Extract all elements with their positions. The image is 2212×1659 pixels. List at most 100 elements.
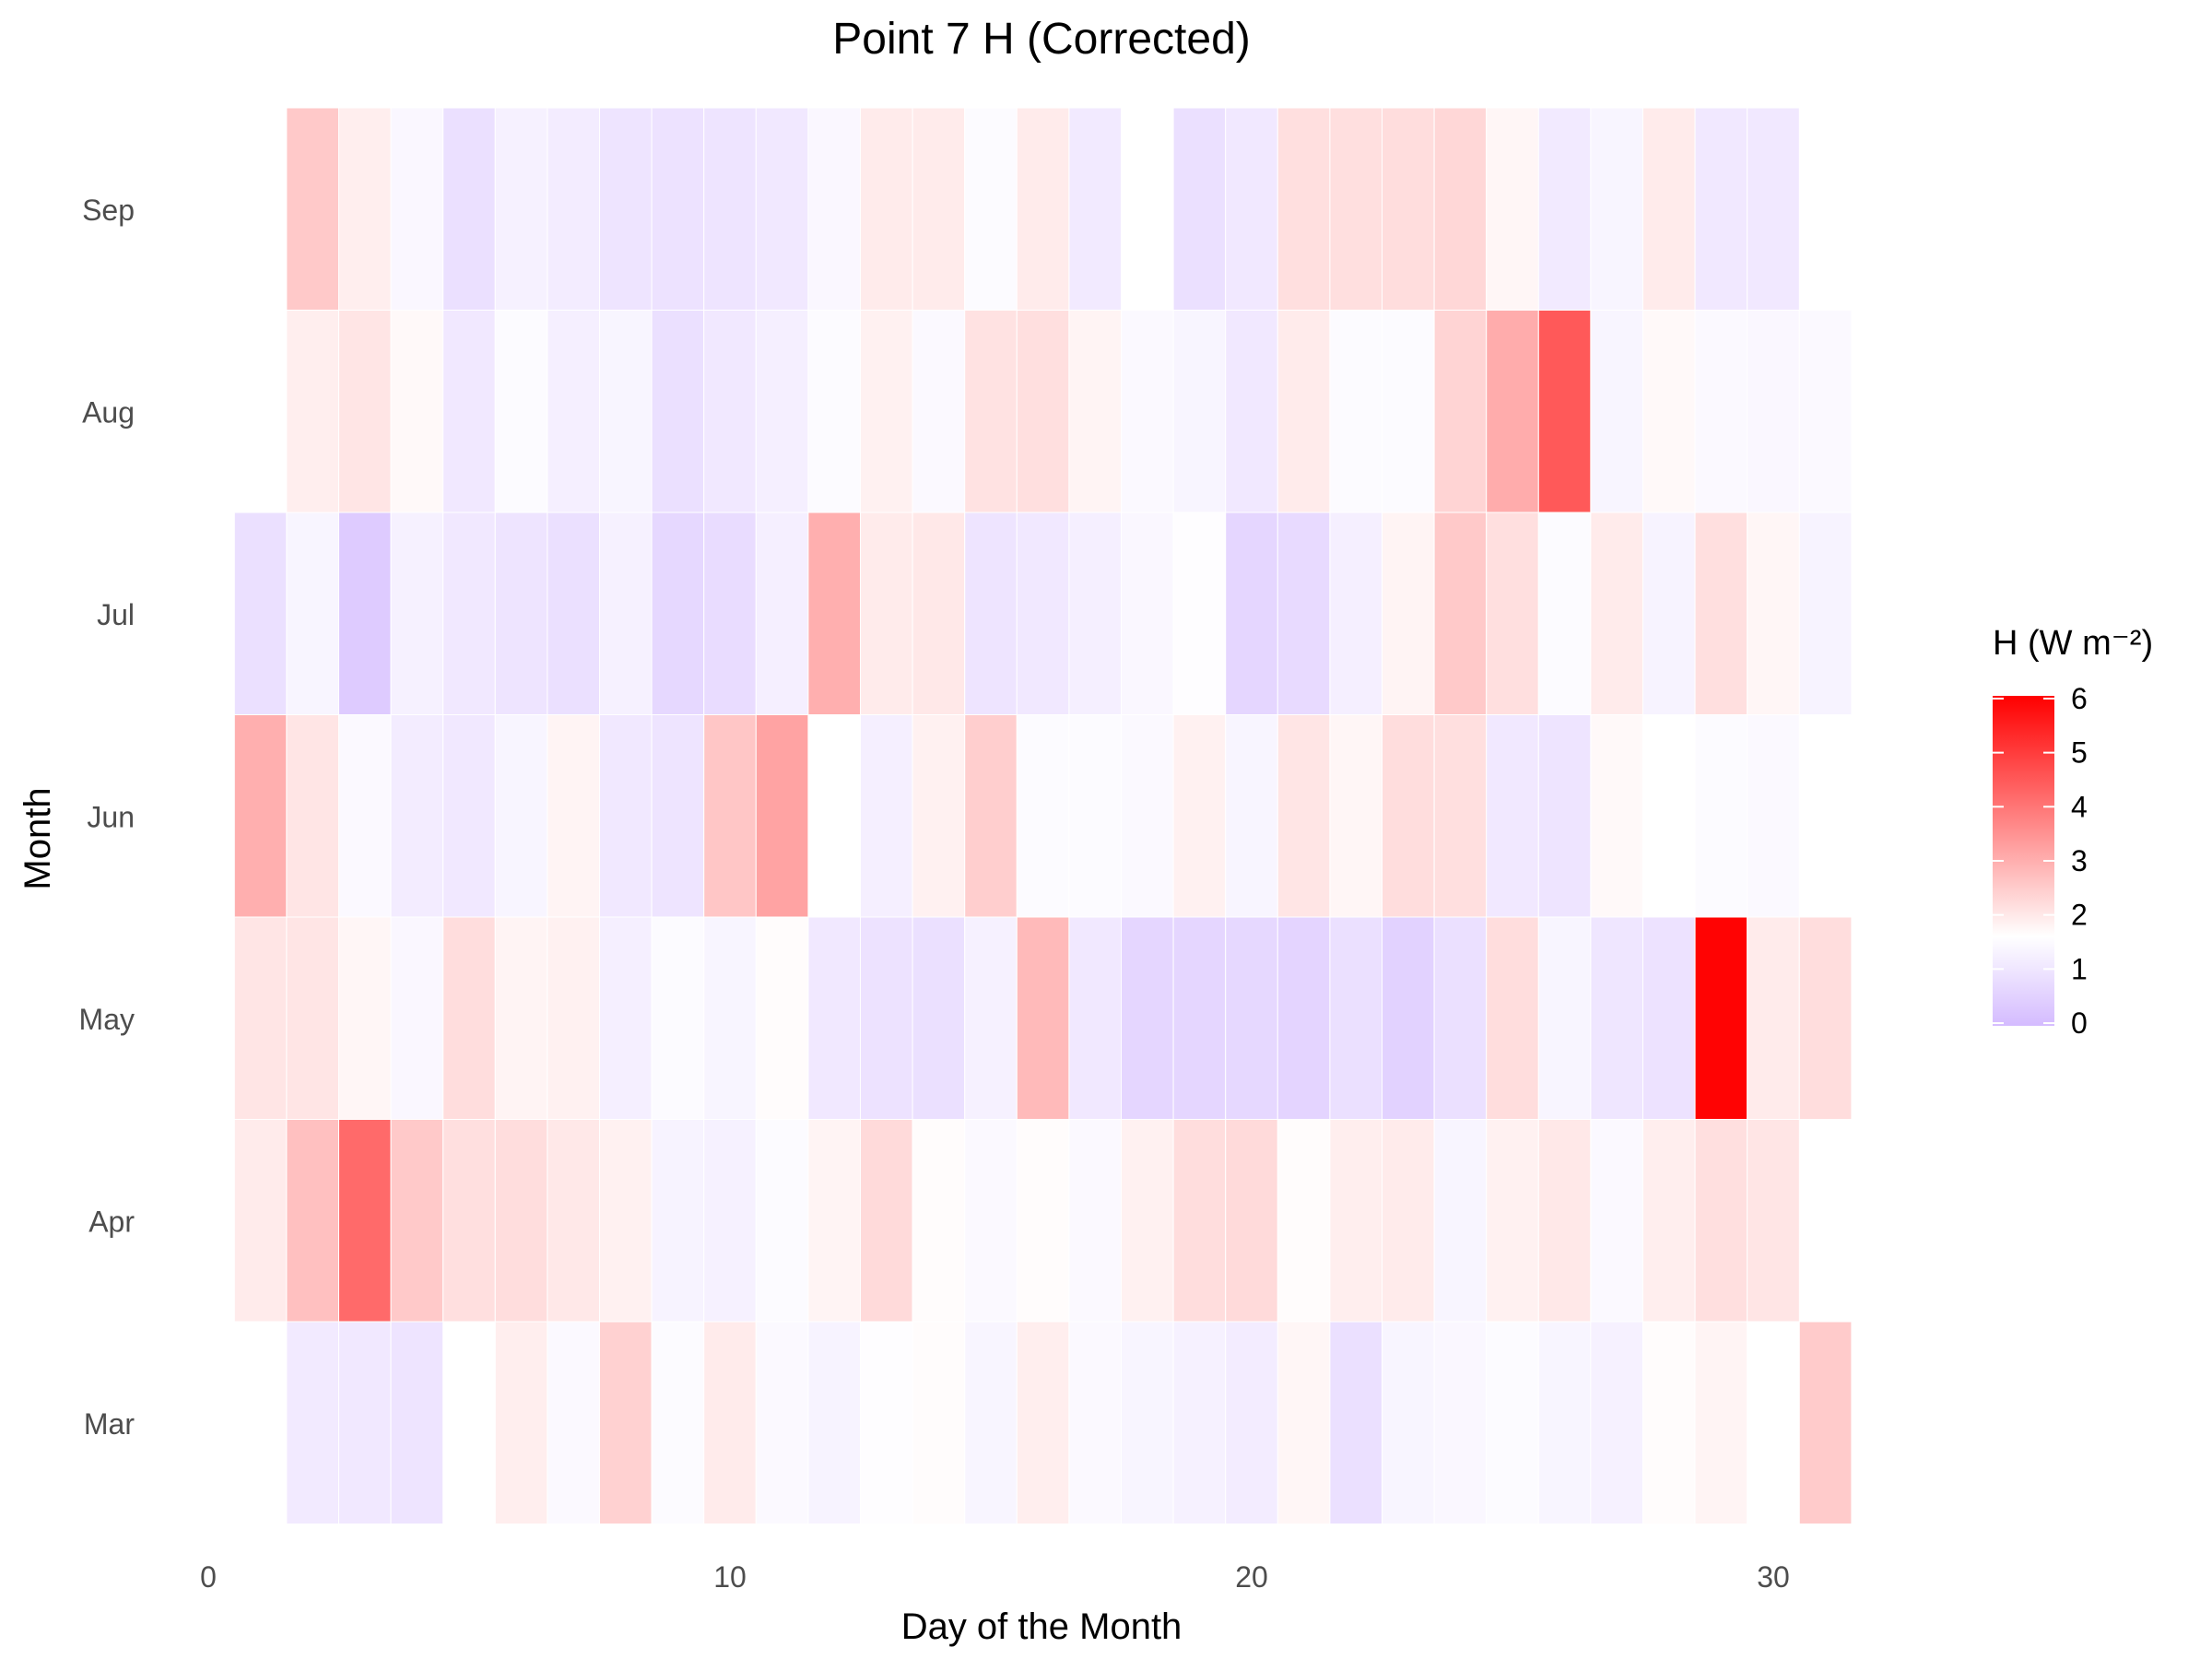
- heatmap-cell-apr-26: [1537, 1119, 1592, 1323]
- heatmap-cell-jun-21: [1277, 714, 1331, 918]
- heatmap-cell-apr-14: [912, 1119, 966, 1323]
- heatmap-cell-sep-7: [547, 107, 601, 311]
- y-tick-label: Jul: [97, 598, 135, 631]
- heatmap-cell-may-2: [286, 916, 339, 1120]
- heatmap-cell-may-24: [1433, 916, 1488, 1120]
- heatmap-cell-mar-16: [1016, 1321, 1070, 1524]
- heatmap-cell-aug-31: [1798, 310, 1853, 513]
- heatmap-cell-apr-10: [703, 1119, 757, 1323]
- heatmap-cell-jul-18: [1121, 512, 1174, 715]
- heatmap-cell-mar-9: [651, 1321, 705, 1524]
- heatmap-cell-mar-14: [912, 1321, 966, 1524]
- heatmap-cell-jun-10: [703, 714, 757, 918]
- heatmap-cell-may-31: [1798, 916, 1853, 1120]
- heatmap-cell-aug-18: [1121, 310, 1174, 513]
- heatmap-cell-mar-15: [964, 1321, 1018, 1524]
- x-tick-label: 0: [200, 1560, 217, 1594]
- y-axis-tick-labels: Mar Apr May Jun Jul Aug Sep: [79, 194, 135, 1441]
- legend-ticks: 0 1 2 3 4 5 6: [1993, 682, 2088, 1040]
- heatmap-cell-sep-9: [651, 107, 705, 311]
- y-axis-label: Month: [18, 787, 58, 889]
- heatmap-cell-sep-20: [1225, 107, 1278, 311]
- x-tick-label: 30: [1757, 1560, 1790, 1594]
- heatmap-cell-apr-20: [1225, 1119, 1278, 1323]
- x-tick-label: 10: [713, 1560, 747, 1594]
- heatmap-cell-aug-1: [233, 310, 288, 513]
- heatmap-cell-mar-28: [1642, 1321, 1696, 1524]
- heatmap-cell-apr-16: [1016, 1119, 1070, 1323]
- heatmap-cell-aug-22: [1329, 310, 1383, 513]
- heatmap-cell-jul-16: [1016, 512, 1070, 715]
- heatmap-cell-jul-12: [807, 512, 862, 715]
- heatmap-cell-aug-2: [286, 310, 339, 513]
- heatmap-cell-sep-6: [494, 107, 548, 311]
- x-axis-label: Day of the Month: [901, 1606, 1182, 1647]
- heatmap-cell-jun-9: [651, 714, 705, 918]
- heatmap-cell-jun-22: [1329, 714, 1383, 918]
- heatmap-cell-may-9: [651, 916, 705, 1120]
- heatmap-cell-jul-8: [599, 512, 653, 715]
- heatmap-cell-sep-26: [1537, 107, 1592, 311]
- heatmap-cell-jul-4: [390, 512, 444, 715]
- heatmap-cells: [233, 107, 1853, 1524]
- heatmap-cell-sep-5: [442, 107, 496, 311]
- heatmap-cell-apr-25: [1486, 1119, 1539, 1323]
- heatmap-cell-sep-8: [599, 107, 653, 311]
- heatmap-cell-jul-23: [1382, 512, 1435, 715]
- heatmap-cell-jul-20: [1225, 512, 1278, 715]
- heatmap-cell-mar-25: [1486, 1321, 1539, 1524]
- heatmap-cell-may-19: [1172, 916, 1227, 1120]
- heatmap-cell-jun-28: [1642, 714, 1696, 918]
- heatmap-cell-aug-24: [1433, 310, 1488, 513]
- heatmap-cell-aug-5: [442, 310, 496, 513]
- heatmap-cell-aug-26: [1537, 310, 1592, 513]
- heatmap-cell-may-17: [1068, 916, 1123, 1120]
- heatmap-cell-mar-7: [547, 1321, 601, 1524]
- heatmap-cell-aug-23: [1382, 310, 1435, 513]
- heatmap-cell-may-20: [1225, 916, 1278, 1120]
- heatmap-cell-sep-27: [1590, 107, 1644, 311]
- heatmap-cell-aug-30: [1747, 310, 1800, 513]
- heatmap-cell-may-12: [807, 916, 862, 1120]
- heatmap-cell-jun-19: [1172, 714, 1227, 918]
- heatmap-cell-apr-18: [1121, 1119, 1174, 1323]
- y-tick-label: May: [79, 1003, 135, 1036]
- heatmap-cell-apr-2: [286, 1119, 339, 1323]
- heatmap-cell-apr-11: [755, 1119, 809, 1323]
- heatmap-cell-sep-21: [1277, 107, 1331, 311]
- heatmap-cell-sep-22: [1329, 107, 1383, 311]
- heatmap-cell-jun-15: [964, 714, 1018, 918]
- heatmap-cell-may-15: [964, 916, 1018, 1120]
- heatmap-cell-aug-28: [1642, 310, 1696, 513]
- legend-title: H (W m⁻²): [1993, 624, 2153, 663]
- heatmap-cell-mar-2: [286, 1321, 339, 1524]
- heatmap-cell-jun-11: [755, 714, 809, 918]
- heatmap-cell-jul-1: [233, 512, 288, 715]
- heatmap-cell-sep-3: [338, 107, 392, 311]
- y-tick-label: Aug: [82, 395, 135, 429]
- legend-tick-label: 1: [2071, 952, 2088, 985]
- heatmap-cell-may-25: [1486, 916, 1539, 1120]
- heatmap-cell-jun-24: [1433, 714, 1488, 918]
- y-tick-label: Jun: [87, 800, 135, 833]
- heatmap-cell-jul-14: [912, 512, 966, 715]
- heatmap-cell-jun-7: [547, 714, 601, 918]
- heatmap-cell-aug-13: [860, 310, 913, 513]
- y-tick-label: Mar: [84, 1407, 135, 1441]
- heatmap-cell-jul-31: [1798, 512, 1853, 715]
- heatmap-cell-apr-4: [390, 1119, 444, 1323]
- heatmap-cell-jun-30: [1747, 714, 1800, 918]
- heatmap-cell-jun-5: [442, 714, 496, 918]
- heatmap-cell-sep-16: [1016, 107, 1070, 311]
- heatmap-cell-may-14: [912, 916, 966, 1120]
- heatmap-cell-jul-5: [442, 512, 496, 715]
- heatmap-cell-apr-29: [1694, 1119, 1748, 1323]
- heatmap-cell-sep-14: [912, 107, 966, 311]
- heatmap-cell-jul-13: [860, 512, 913, 715]
- heatmap-cell-jun-14: [912, 714, 966, 918]
- y-tick-label: Apr: [88, 1205, 135, 1238]
- heatmap-cell-may-16: [1016, 916, 1070, 1120]
- heatmap-cell-jul-26: [1537, 512, 1592, 715]
- heatmap-cell-apr-24: [1433, 1119, 1488, 1323]
- heatmap-cell-mar-3: [338, 1321, 392, 1524]
